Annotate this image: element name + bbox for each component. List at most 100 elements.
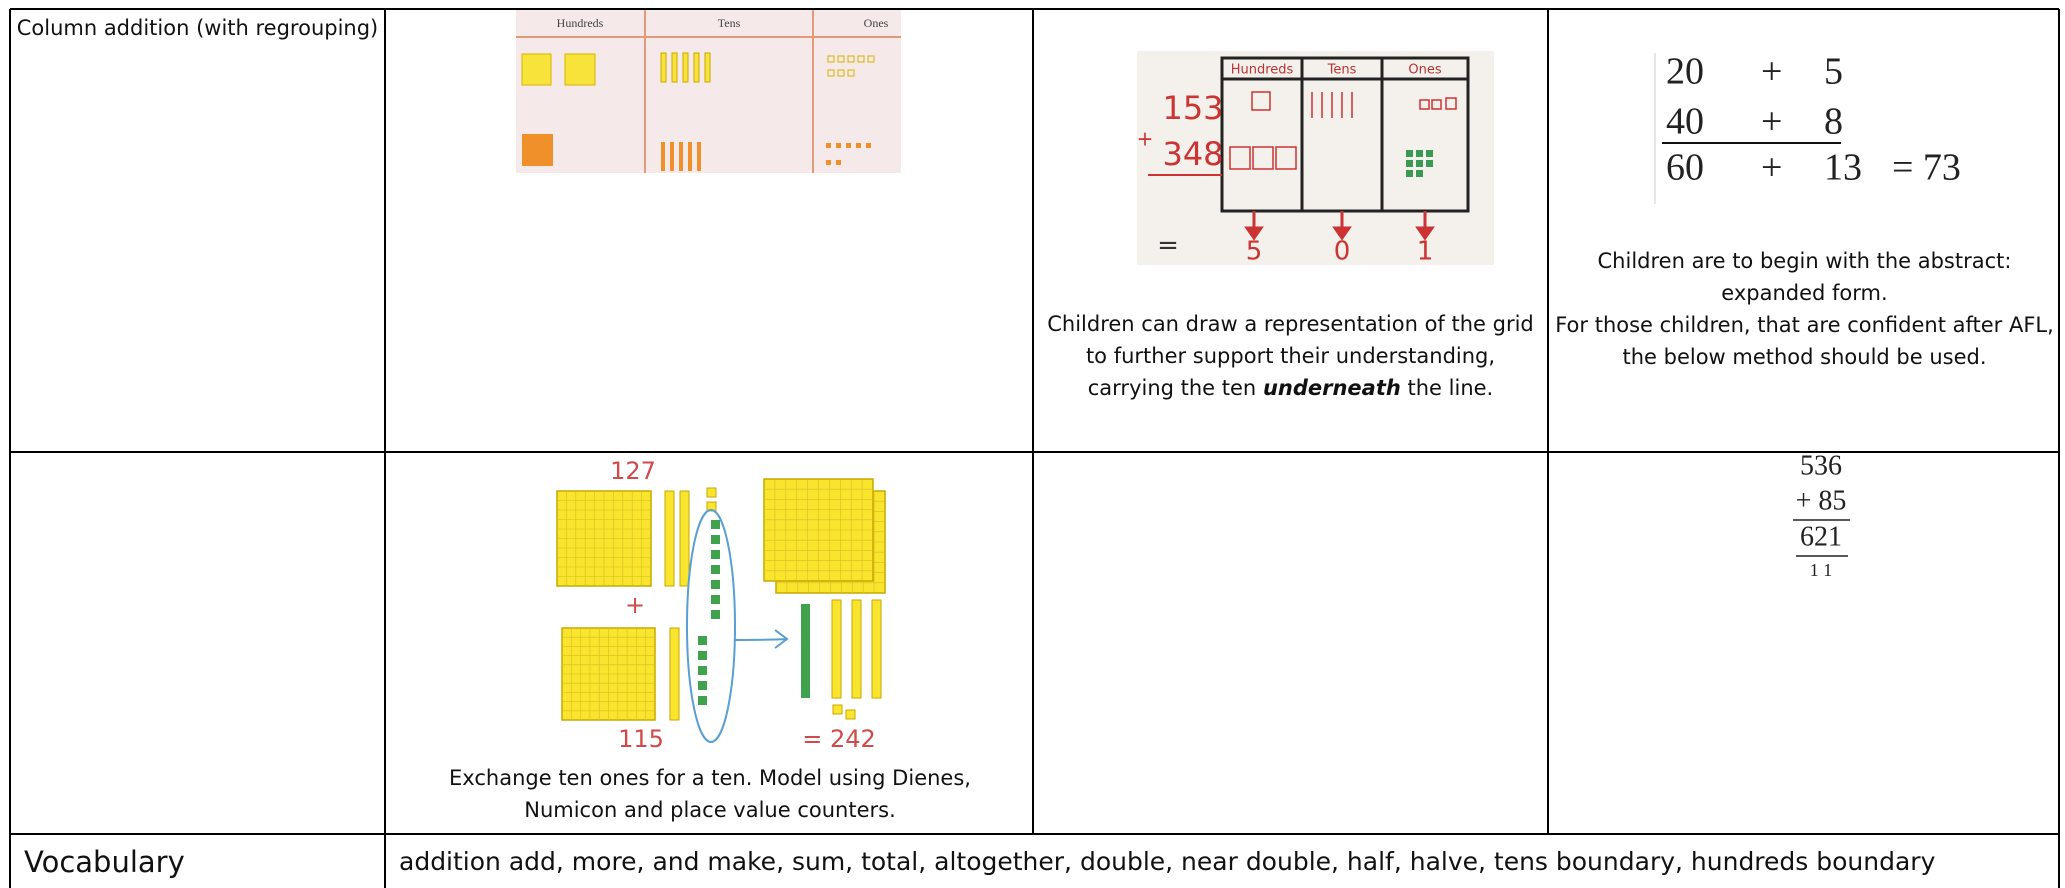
image-background: [516, 10, 901, 173]
ten-rod: [693, 52, 700, 83]
one-cube: [847, 69, 855, 77]
ten-rod: [831, 599, 842, 699]
column-header: Tens: [718, 16, 741, 30]
one-cube: [711, 610, 720, 619]
ten-rod: [704, 52, 711, 83]
result: = 242: [802, 725, 876, 753]
caption-line: For those children, that are confident a…: [1555, 313, 2054, 369]
one-cube: [826, 143, 831, 148]
expanded-term: 60: [1666, 147, 1704, 189]
caption: Children can draw a representation of th…: [1043, 308, 1538, 404]
one-cube: [698, 651, 707, 660]
one-cube: [827, 55, 835, 63]
caption-line: Children are to begin with the abstract:…: [1597, 249, 2012, 305]
expanded-term: 40: [1666, 101, 1704, 143]
number: 115: [618, 725, 664, 753]
caption: Children are to begin with the abstract:…: [1552, 245, 2057, 373]
ten-rod: [851, 599, 862, 699]
one-cube: [856, 143, 861, 148]
one-cube: [711, 550, 720, 559]
one-cube: [837, 55, 845, 63]
one-cube: [711, 535, 720, 544]
ten-rod: [670, 142, 674, 171]
expanded-term: 8: [1824, 101, 1843, 143]
expanded-term: 20: [1666, 51, 1704, 93]
ten-rod: [679, 142, 683, 171]
expanded-term: 5: [1824, 51, 1843, 93]
ten-rod: [801, 604, 810, 698]
topic: Column addition (with regrouping): [16, 16, 379, 40]
one-cube: [836, 143, 841, 148]
equals: =: [1157, 231, 1179, 261]
column-number: 536: [1800, 450, 1842, 481]
one-cube: [867, 55, 875, 63]
digit: 0: [1334, 237, 1351, 267]
operator: +: [625, 591, 645, 619]
column-header: Tens: [1327, 63, 1357, 78]
one-cube: [698, 681, 707, 690]
ten-rod: [682, 52, 689, 83]
caption-text: Children can draw a representation of th…: [1047, 312, 1534, 400]
ten-rod: [688, 142, 692, 171]
one-cube: [711, 565, 720, 574]
one-cube: [711, 580, 720, 589]
ten-rod: [679, 490, 690, 587]
column-header: Ones: [864, 16, 889, 30]
one-cube: [857, 55, 865, 63]
exchange-arrow: [734, 629, 789, 649]
image-background: [1137, 51, 1494, 265]
column-number: 621: [1800, 521, 1842, 552]
place-value-grid: [516, 10, 901, 173]
one-cube: [846, 143, 851, 148]
ten-rods: [660, 52, 875, 171]
ten-rod: [661, 142, 665, 171]
one-cube: [866, 143, 871, 148]
column-method: 536 + 85 621 1 1: [1796, 450, 1847, 580]
topic: Vocabulary: [24, 845, 185, 879]
digit: 5: [1246, 237, 1263, 267]
ten-rod: [697, 142, 701, 171]
one-cube: [711, 520, 720, 529]
one-cube: [832, 704, 843, 715]
one-cube: [698, 666, 707, 675]
hundred-block: [564, 53, 596, 86]
hundred-block: [522, 134, 553, 166]
expanded-term: +: [1761, 101, 1782, 143]
expanded-term: +: [1761, 147, 1782, 189]
expanded-term: = 73: [1892, 147, 1961, 189]
number: 127: [610, 457, 656, 485]
one-cube: [826, 160, 831, 165]
one-cube: [698, 696, 707, 705]
carry-digits: 1 1: [1810, 560, 1833, 580]
addend: 348: [1162, 135, 1223, 173]
one-cube: [845, 709, 856, 720]
one-cube: [836, 160, 841, 165]
one-cube: [706, 487, 717, 498]
one-cube: [847, 55, 855, 63]
one-cube: [837, 69, 845, 77]
column-header: Ones: [1408, 63, 1441, 78]
ten-rod: [671, 52, 678, 83]
one-cube: [827, 69, 835, 77]
expanded-form: 20 +5 40 +8 60 +13 = 73: [1666, 51, 1961, 189]
column-header: Hundreds: [557, 16, 604, 30]
column-header: Hundreds: [1231, 63, 1294, 78]
ten-rod: [660, 52, 667, 83]
expanded-term: +: [1761, 51, 1782, 93]
addend: 153: [1162, 89, 1223, 127]
caption: Exchange ten ones for a ten. Model using…: [449, 766, 971, 822]
one-cube: [711, 595, 720, 604]
dienes-image: [556, 478, 886, 721]
arrows: [1244, 211, 1435, 241]
operator: +: [1137, 127, 1154, 151]
vocabulary-text: addition add, more, and make, sum, total…: [399, 847, 1936, 876]
digit: 1: [1417, 237, 1434, 267]
one-cube: [698, 636, 707, 645]
caption-text: the line.: [1407, 376, 1494, 400]
caption-emphasis: underneath: [1262, 376, 1401, 400]
ten-rod: [664, 490, 675, 587]
column-number: + 85: [1796, 485, 1847, 516]
expanded-term: 13: [1824, 147, 1862, 189]
